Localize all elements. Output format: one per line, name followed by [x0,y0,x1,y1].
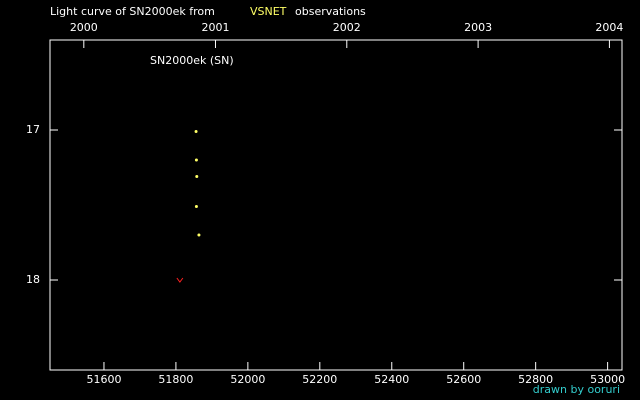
title-suffix: observations [295,5,366,18]
x-tick-label: 52200 [302,373,337,386]
x-tick-label: 52800 [518,373,553,386]
x2-tick-label: 2003 [464,21,492,34]
x2-tick-label: 2002 [333,21,361,34]
x2-tick-label: 2004 [595,21,623,34]
data-point [197,233,201,237]
title-prefix: Light curve of SN2000ek from [50,5,215,18]
title-source: VSNET [250,5,287,18]
upper-limit-marker [176,277,184,283]
x-tick-label: 52400 [374,373,409,386]
annotation: SN2000ek (SN) [150,54,234,67]
x-tick-label: 52600 [446,373,481,386]
data-point [194,130,198,133]
x-tick-label: 52000 [230,373,265,386]
x-tick-label: 53000 [590,373,625,386]
y-tick-label: 18 [26,273,40,286]
x2-tick-label: 2001 [201,21,229,34]
data-point [195,175,199,178]
data-point [194,158,198,162]
x-tick-label: 51600 [86,373,121,386]
x2-tick-label: 2000 [70,21,98,34]
y-tick-label: 17 [26,123,40,136]
credit: drawn by ooruri [533,383,620,396]
x-tick-label: 51800 [158,373,193,386]
data-point [194,205,198,208]
plot-frame [49,39,623,371]
